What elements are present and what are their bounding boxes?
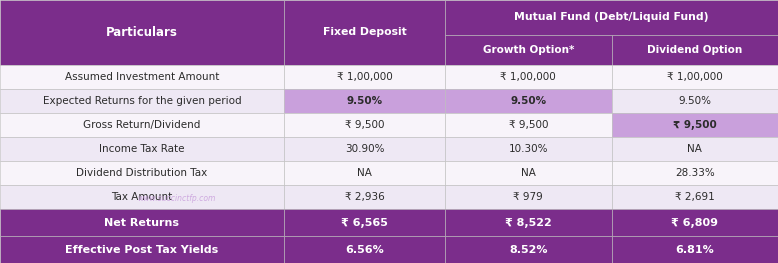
Bar — [445, 113, 612, 137]
Text: 30.90%: 30.90% — [345, 144, 384, 154]
Bar — [445, 209, 612, 236]
Text: ₹ 6,809: ₹ 6,809 — [671, 218, 718, 227]
Bar — [284, 65, 445, 89]
Bar — [612, 161, 778, 185]
Bar — [445, 161, 612, 185]
Bar — [0, 161, 284, 185]
Text: Particulars: Particulars — [106, 26, 178, 39]
Text: ₹ 1,00,000: ₹ 1,00,000 — [337, 72, 392, 82]
Bar — [612, 209, 778, 236]
Bar — [284, 113, 445, 137]
Bar — [445, 185, 612, 209]
Text: Fixed Deposit: Fixed Deposit — [323, 27, 406, 37]
Text: ₹ 1,00,000: ₹ 1,00,000 — [667, 72, 723, 82]
Text: Dividend Option: Dividend Option — [647, 45, 742, 55]
Bar — [612, 113, 778, 137]
Bar — [445, 35, 612, 65]
Bar — [0, 209, 284, 236]
Text: Net Returns: Net Returns — [104, 218, 180, 227]
Text: ₹ 979: ₹ 979 — [513, 192, 543, 202]
Bar — [445, 65, 612, 89]
Bar — [0, 113, 284, 137]
Text: ₹ 2,691: ₹ 2,691 — [675, 192, 715, 202]
Bar — [0, 236, 284, 263]
Text: ₹ 8,522: ₹ 8,522 — [505, 218, 552, 227]
Text: 9.50%: 9.50% — [346, 96, 383, 106]
Text: 6.81%: 6.81% — [675, 245, 714, 255]
Text: 28.33%: 28.33% — [675, 168, 715, 178]
Bar — [284, 236, 445, 263]
Text: ₹ 9,500: ₹ 9,500 — [509, 120, 548, 130]
Text: 8.52%: 8.52% — [509, 245, 548, 255]
Bar — [0, 0, 284, 65]
Bar — [284, 209, 445, 236]
Text: Expected Returns for the given period: Expected Returns for the given period — [43, 96, 241, 106]
Text: Dividend Distribution Tax: Dividend Distribution Tax — [76, 168, 208, 178]
Bar — [0, 137, 284, 161]
Text: ₹ 9,500: ₹ 9,500 — [345, 120, 384, 130]
Bar — [445, 0, 778, 35]
Text: www.succinctfp.com: www.succinctfp.com — [137, 194, 216, 203]
Text: ₹ 9,500: ₹ 9,500 — [673, 120, 717, 130]
Bar — [612, 89, 778, 113]
Text: NA: NA — [687, 144, 703, 154]
Bar — [284, 137, 445, 161]
Text: 9.50%: 9.50% — [678, 96, 711, 106]
Text: Income Tax Rate: Income Tax Rate — [100, 144, 184, 154]
Text: Tax Amount: Tax Amount — [111, 192, 173, 202]
Text: ₹ 6,565: ₹ 6,565 — [341, 218, 388, 227]
Bar — [0, 89, 284, 113]
Text: Mutual Fund (Debt/Liquid Fund): Mutual Fund (Debt/Liquid Fund) — [514, 12, 709, 22]
Bar — [612, 137, 778, 161]
Bar — [284, 89, 445, 113]
Text: 9.50%: 9.50% — [510, 96, 546, 106]
Bar — [0, 185, 284, 209]
Bar — [445, 236, 612, 263]
Text: Growth Option*: Growth Option* — [482, 45, 574, 55]
Text: Effective Post Tax Yields: Effective Post Tax Yields — [65, 245, 219, 255]
Text: 10.30%: 10.30% — [509, 144, 548, 154]
Text: ₹ 2,936: ₹ 2,936 — [345, 192, 384, 202]
Bar — [612, 65, 778, 89]
Text: 6.56%: 6.56% — [345, 245, 384, 255]
Bar — [284, 161, 445, 185]
Bar — [284, 0, 445, 65]
Bar — [612, 35, 778, 65]
Bar — [284, 185, 445, 209]
Text: Gross Return/Dividend: Gross Return/Dividend — [83, 120, 201, 130]
Bar — [445, 89, 612, 113]
Text: NA: NA — [520, 168, 536, 178]
Bar — [445, 137, 612, 161]
Text: ₹ 1,00,000: ₹ 1,00,000 — [500, 72, 556, 82]
Bar — [612, 185, 778, 209]
Text: NA: NA — [357, 168, 372, 178]
Text: Assumed Investment Amount: Assumed Investment Amount — [65, 72, 219, 82]
Bar — [612, 236, 778, 263]
Bar — [0, 65, 284, 89]
